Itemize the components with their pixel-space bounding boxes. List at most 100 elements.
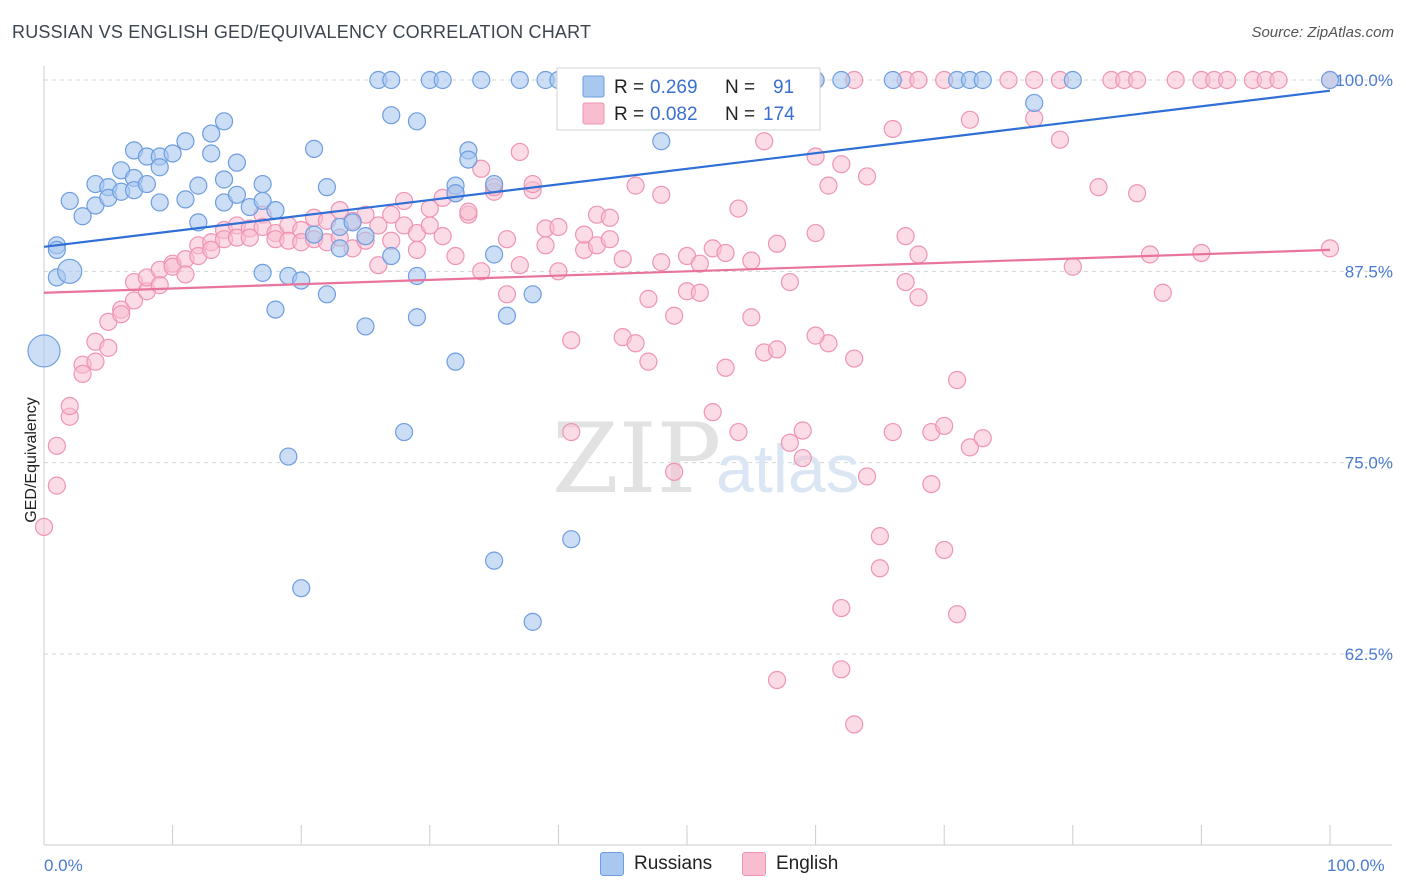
- english-point: [626, 334, 645, 353]
- english-point: [909, 245, 928, 264]
- english-point: [780, 433, 799, 452]
- english-point: [883, 422, 902, 442]
- russians-point: [973, 70, 992, 90]
- legend-russians-label: Russians: [634, 853, 713, 874]
- russians-point: [202, 144, 221, 163]
- english-point: [767, 670, 787, 690]
- russians-point: [446, 184, 465, 203]
- english-point: [947, 370, 967, 390]
- axes: [43, 66, 1392, 846]
- english-point: [690, 283, 709, 302]
- english-point: [935, 416, 954, 436]
- english-point: [407, 240, 427, 260]
- russians-point: [356, 227, 375, 246]
- english-point: [47, 436, 66, 455]
- english-point: [86, 352, 105, 371]
- english-point: [883, 119, 902, 139]
- english-point: [60, 396, 79, 416]
- russians-point: [266, 201, 285, 220]
- english-point: [1025, 109, 1044, 128]
- russians-point: [652, 132, 671, 151]
- russians-point: [382, 246, 401, 266]
- english-point: [639, 352, 658, 371]
- russians-point: [394, 422, 414, 442]
- russians-point: [382, 106, 401, 125]
- english-point: [819, 176, 838, 195]
- source-credit: Source: ZipAtlas.com: [1251, 24, 1394, 41]
- y-tick-label: 87.5%: [1345, 262, 1393, 281]
- russians-point: [883, 70, 902, 90]
- english-point: [150, 276, 169, 295]
- english-point: [652, 185, 671, 204]
- russians-point: [1320, 70, 1340, 90]
- chart-title: RUSSIAN VS ENGLISH GED/EQUIVALENCY CORRE…: [12, 22, 592, 42]
- english-point: [497, 285, 517, 304]
- english-n-value: 174: [763, 104, 795, 125]
- russians-point: [227, 153, 246, 172]
- english-point: [562, 422, 581, 442]
- english-point: [793, 448, 812, 468]
- english-point: [960, 438, 980, 457]
- russians-point: [433, 70, 452, 90]
- english-point: [394, 191, 414, 211]
- russians-point: [523, 285, 542, 304]
- english-point: [472, 159, 491, 178]
- english-point: [176, 265, 195, 284]
- y-tick-label: 100.0%: [1335, 71, 1393, 90]
- russians-r-label: R =: [614, 77, 644, 98]
- russians-point: [343, 213, 362, 232]
- russians-point: [407, 266, 427, 286]
- y-tick-labels: 62.5% 75.0% 87.5% 100.0%: [1335, 71, 1393, 664]
- english-point: [1063, 257, 1082, 276]
- legend-english-swatch: [742, 852, 766, 876]
- english-point: [845, 715, 864, 734]
- y-axis-title: GED/Equivalency: [23, 397, 40, 522]
- russians-point: [253, 174, 272, 194]
- legend-english[interactable]: English: [742, 852, 838, 876]
- russians-point: [510, 70, 529, 90]
- english-point: [742, 308, 761, 327]
- english-point: [767, 340, 787, 359]
- english-r-label: R =: [614, 104, 644, 125]
- english-point: [729, 422, 748, 442]
- english-point: [47, 476, 66, 495]
- russians-point: [485, 245, 504, 264]
- russians-point: [304, 139, 324, 158]
- russians-point: [57, 258, 83, 284]
- english-point: [382, 205, 401, 224]
- russians-point: [1063, 70, 1082, 90]
- english-point: [626, 176, 645, 195]
- english-point: [1025, 70, 1044, 90]
- russians-point: [227, 185, 246, 204]
- legend-russians[interactable]: Russians: [600, 852, 712, 876]
- english-point: [1050, 130, 1070, 149]
- english-point: [369, 216, 388, 235]
- english-point: [665, 462, 684, 481]
- english-point: [472, 262, 491, 281]
- english-point: [549, 262, 568, 281]
- trend-lines: [43, 89, 1331, 294]
- english-point: [1320, 239, 1340, 258]
- english-point: [73, 364, 92, 383]
- english-point: [1153, 283, 1172, 302]
- english-point: [935, 540, 954, 560]
- english-point: [1166, 70, 1185, 90]
- russians-point: [27, 334, 61, 368]
- english-point: [1127, 70, 1147, 90]
- english-point: [960, 110, 980, 129]
- english-point: [446, 246, 465, 266]
- english-trendline: [43, 248, 1331, 294]
- russians-point: [292, 579, 311, 598]
- y-tick-label: 62.5%: [1345, 645, 1393, 664]
- english-n-label: N =: [725, 104, 755, 125]
- english-point: [703, 403, 722, 422]
- english-point: [510, 142, 529, 162]
- russians-point: [523, 612, 542, 631]
- english-point: [716, 358, 735, 377]
- english-point: [99, 338, 118, 357]
- legend-english-label: English: [776, 853, 839, 874]
- english-point: [575, 225, 594, 244]
- english-point: [1269, 70, 1288, 90]
- russians-point: [1025, 93, 1044, 113]
- russians-point: [304, 225, 324, 244]
